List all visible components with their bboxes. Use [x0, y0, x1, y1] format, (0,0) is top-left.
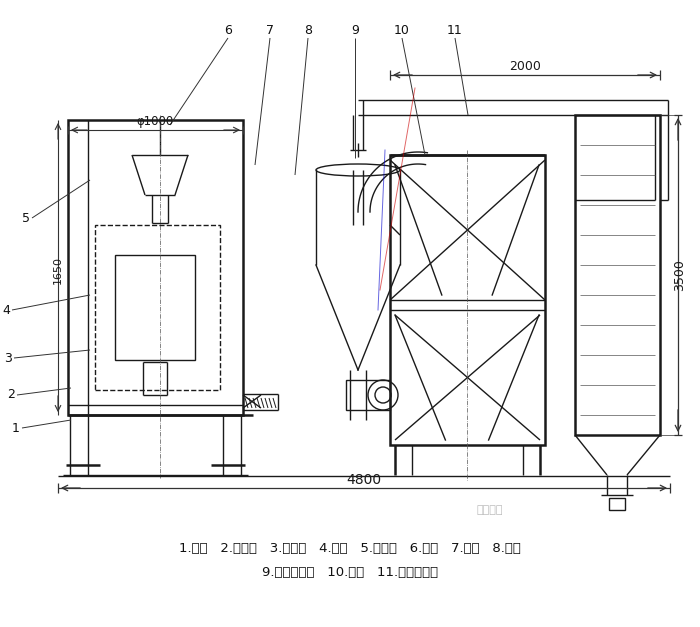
Text: 4800: 4800 — [346, 473, 382, 487]
Bar — [609, 498, 625, 510]
Text: 11: 11 — [447, 23, 463, 36]
Text: 7: 7 — [266, 23, 274, 36]
Text: 10: 10 — [394, 23, 410, 36]
Bar — [95, 225, 220, 390]
Bar — [346, 380, 390, 410]
Text: 安決机械: 安決机械 — [477, 505, 503, 515]
Text: 1.底座   2.回风道   3.激振器   4.筛网   5.进料斗   6.风机   7.绞龙   8.料仓: 1.底座 2.回风道 3.激振器 4.筛网 5.进料斗 6.风机 7.绞龙 8.… — [179, 542, 521, 554]
Text: 3500: 3500 — [673, 259, 687, 291]
Text: 9: 9 — [351, 23, 359, 36]
Text: φ1000: φ1000 — [136, 115, 174, 129]
Text: 9.旋风分离器   10.支架   11.布袋除尘器: 9.旋风分离器 10.支架 11.布袋除尘器 — [262, 566, 438, 579]
Text: 2000: 2000 — [509, 60, 541, 73]
Text: 1: 1 — [12, 421, 20, 435]
Text: 1650: 1650 — [53, 256, 63, 284]
Text: 8: 8 — [304, 23, 312, 36]
Text: 6: 6 — [224, 23, 232, 36]
Text: 3: 3 — [4, 352, 12, 364]
Text: 4: 4 — [2, 303, 10, 317]
Text: 5: 5 — [22, 211, 30, 224]
Bar — [68, 120, 243, 415]
Bar — [575, 115, 660, 435]
Text: 2: 2 — [7, 389, 15, 401]
Bar — [115, 255, 195, 360]
Bar — [390, 155, 545, 445]
